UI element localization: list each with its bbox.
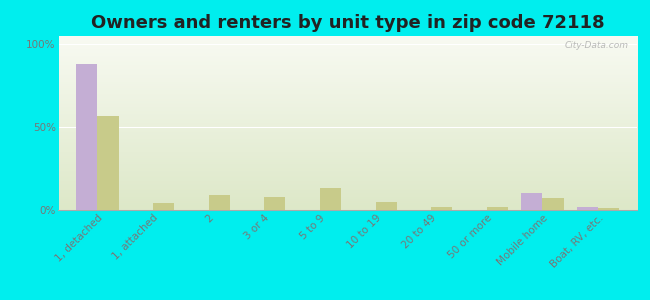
Title: Owners and renters by unit type in zip code 72118: Owners and renters by unit type in zip c…	[91, 14, 604, 32]
Bar	[521, 194, 543, 210]
Bar	[209, 195, 230, 210]
Bar	[543, 198, 564, 210]
Bar	[153, 203, 174, 210]
Bar	[98, 116, 118, 210]
Bar	[598, 208, 619, 210]
Bar	[431, 207, 452, 210]
Bar	[265, 197, 285, 210]
Bar	[487, 207, 508, 210]
Text: City-Data.com: City-Data.com	[564, 41, 629, 50]
Bar	[320, 188, 341, 210]
Bar	[76, 64, 98, 210]
Bar	[577, 207, 598, 210]
Bar	[376, 202, 396, 210]
